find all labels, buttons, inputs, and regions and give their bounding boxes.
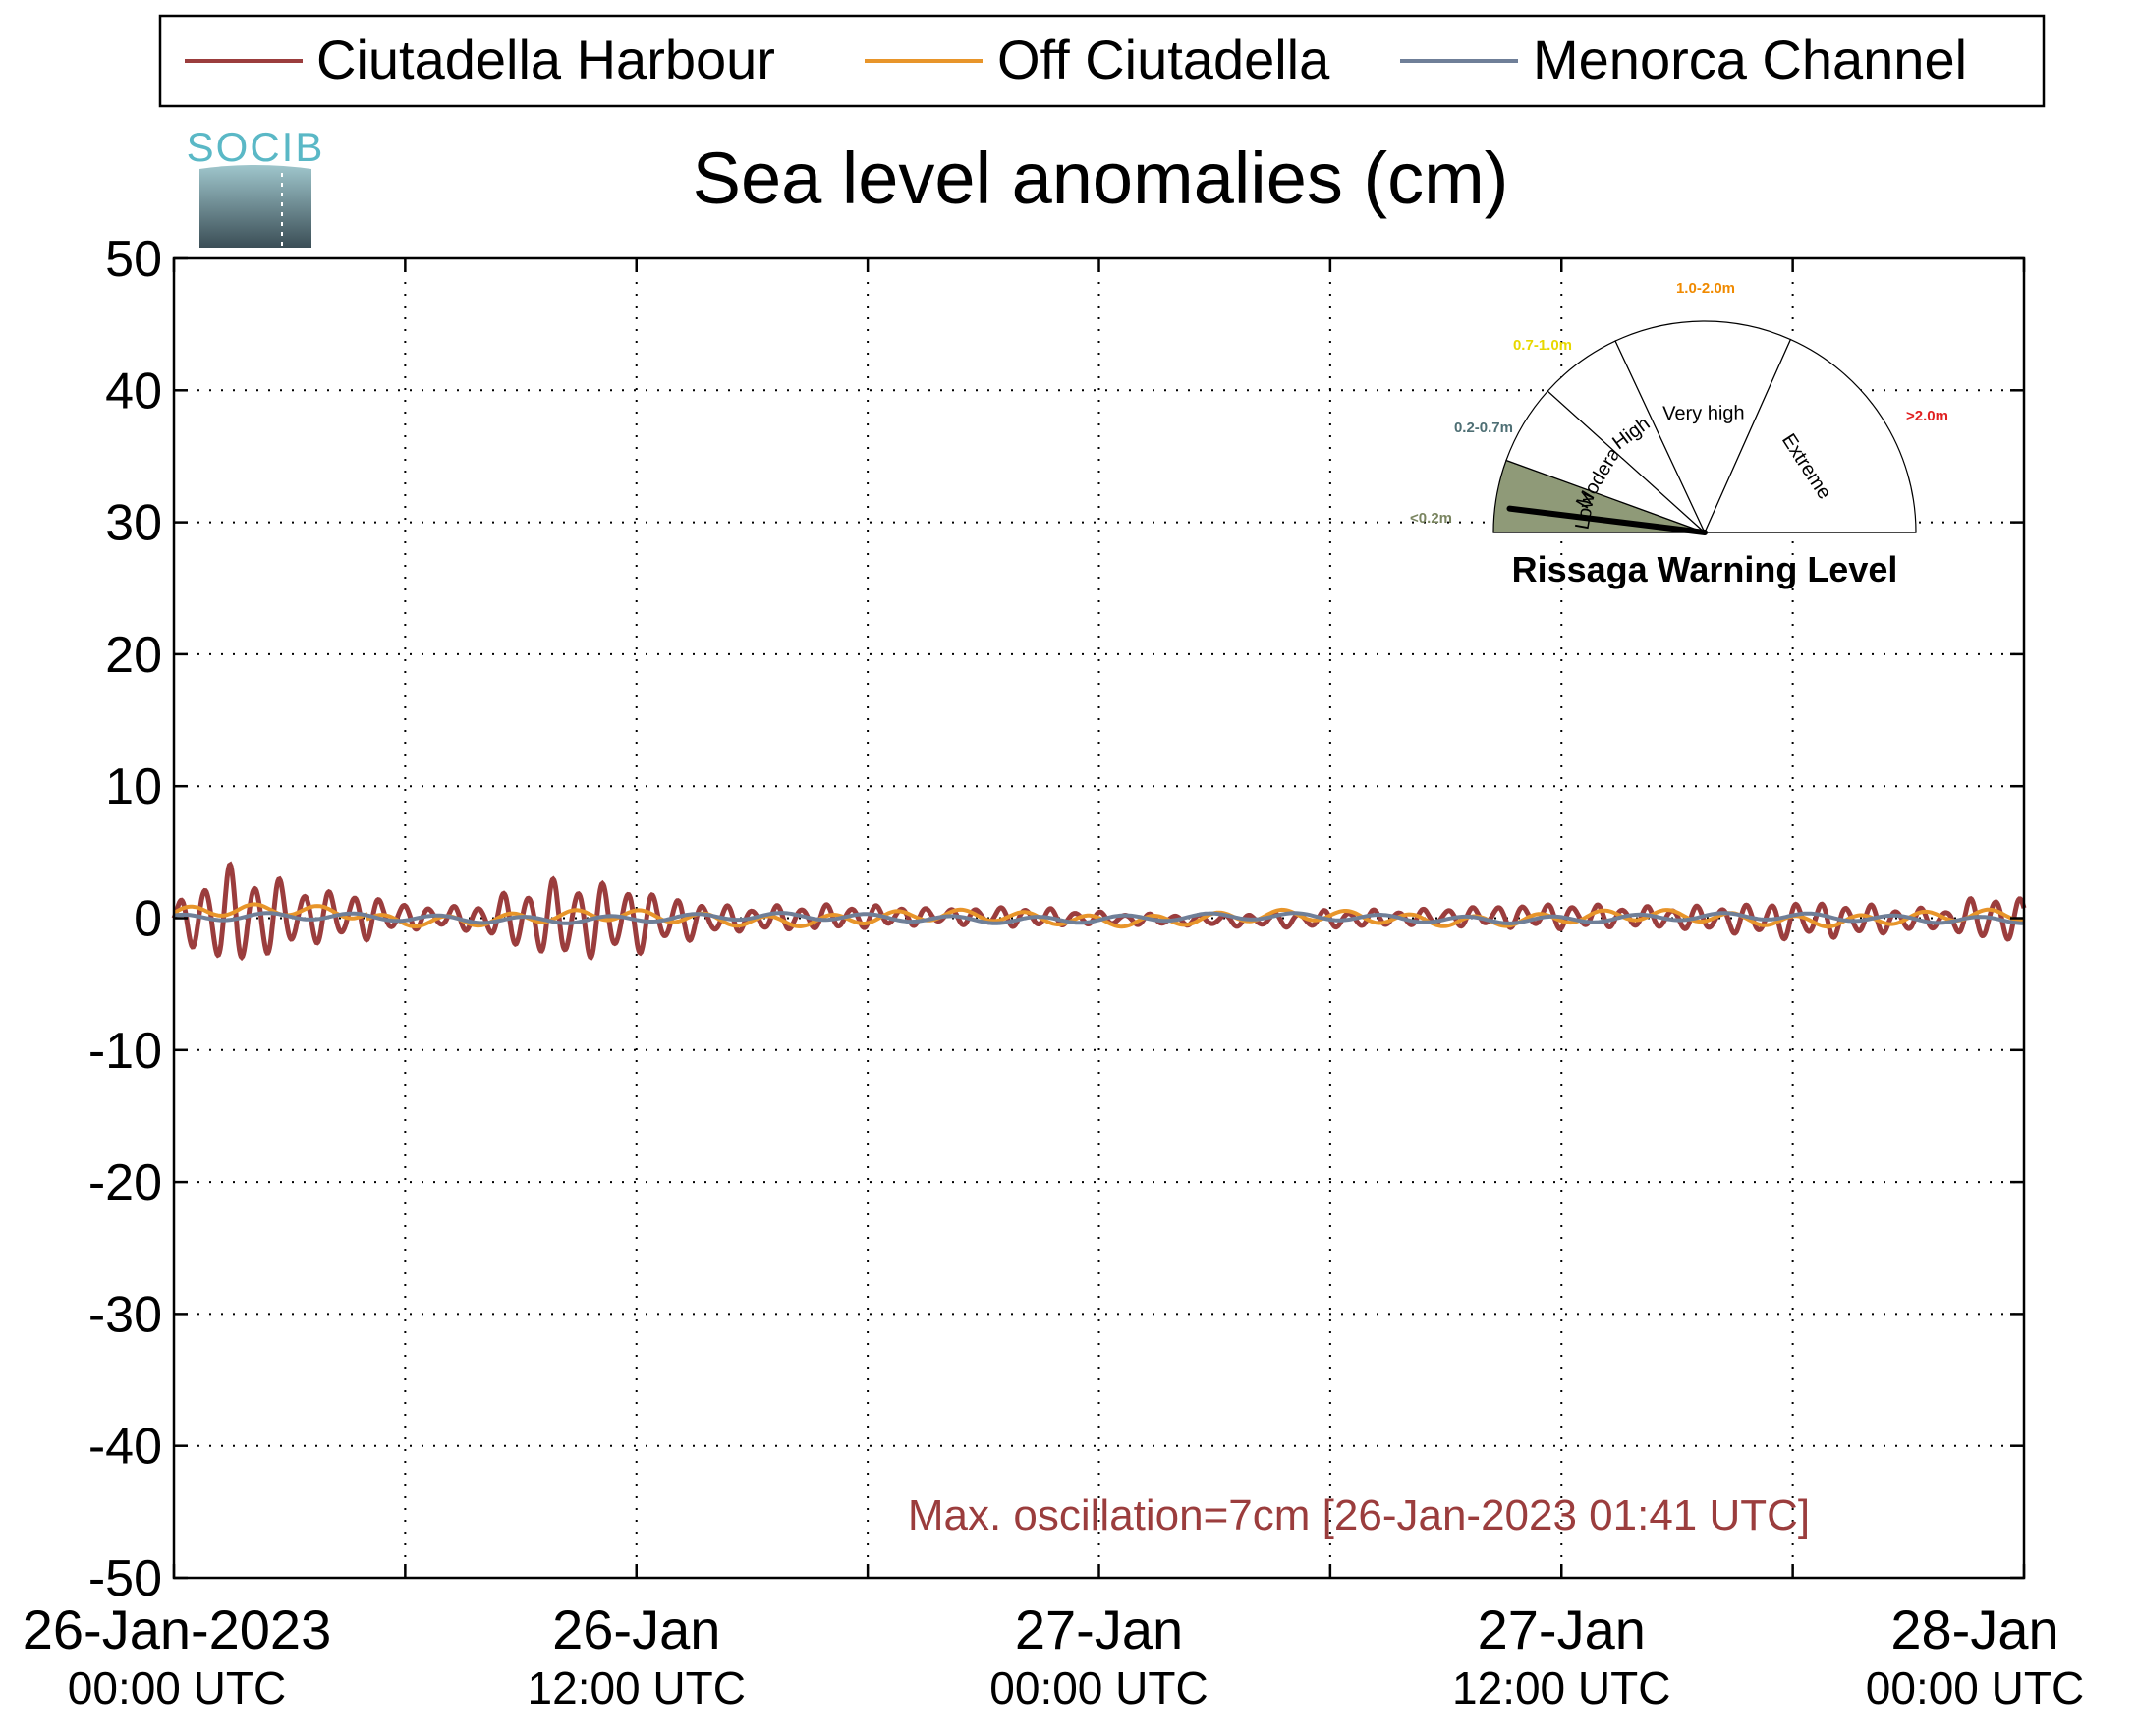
gauge-range-label: 1.0-2.0m (1676, 280, 1735, 297)
y-tick-label: -10 (88, 1023, 162, 1080)
y-tick-label: 20 (105, 627, 162, 684)
legend-label-ciutadella-harbour: Ciutadella Harbour (316, 28, 775, 90)
y-tick-label: 0 (134, 891, 162, 948)
x-tick-label-time: 00:00 UTC (1866, 1662, 2084, 1713)
y-tick-label: 40 (105, 363, 162, 420)
x-tick-label-date: 28-Jan (1890, 1598, 2058, 1660)
gauge-sector-extreme (1704, 338, 1917, 533)
y-tick-label: -40 (88, 1419, 162, 1476)
max-oscillation-annotation: Max. oscillation=7cm [26-Jan-2023 01:41 … (908, 1491, 1810, 1540)
y-tick-label: -20 (88, 1154, 162, 1211)
chart-title: Sea level anomalies (cm) (693, 138, 1509, 219)
gauge-range-label: 0.7-1.0m (1513, 337, 1572, 354)
series-layer (171, 861, 2027, 962)
socib-logo-text: SOCIB (187, 124, 325, 170)
y-tick-label: 10 (105, 758, 162, 815)
gauge-title: Rissaga Warning Level (1512, 549, 1898, 589)
gauge-range-label: <0.2m (1410, 510, 1452, 527)
legend-label-menorca-channel: Menorca Channel (1533, 28, 1967, 90)
x-tick-label-date: 27-Jan (1478, 1598, 1646, 1660)
gauge-needle (1506, 505, 1708, 535)
y-tick-label: -30 (88, 1286, 162, 1343)
x-tick-label-date: 26-Jan (552, 1598, 720, 1660)
x-tick-label-time: 12:00 UTC (528, 1662, 746, 1713)
series-off-ciutadella (173, 902, 2025, 929)
y-axis: 50 40 30 20 10 0 -10 -20 -30 -40 -50 (88, 231, 2024, 1607)
gauge-range-label: 0.2-0.7m (1454, 420, 1513, 436)
gauge-sector-very-high (1614, 320, 1792, 534)
x-tick-label-time: 12:00 UTC (1452, 1662, 1670, 1713)
legend-label-off-ciutadella: Off Ciutadella (997, 28, 1330, 90)
gauge-range-label: >2.0m (1906, 408, 1948, 424)
y-tick-label: 30 (105, 495, 162, 552)
y-tick-label: -50 (88, 1550, 162, 1607)
x-tick-label-date: 27-Jan (1015, 1598, 1183, 1660)
series-menorca-channel (173, 911, 2024, 925)
socib-logo: SOCIB (187, 124, 325, 248)
gauge-sector-label: Very high (1662, 403, 1745, 425)
legend: Ciutadella Harbour Off Ciutadella Menorc… (158, 14, 2046, 108)
x-tick-label-time: 00:00 UTC (989, 1662, 1208, 1713)
y-tick-label: 50 (105, 231, 162, 288)
x-tick-label-date: 26-Jan-2023 (23, 1598, 331, 1660)
x-tick-label-time: 00:00 UTC (68, 1662, 286, 1713)
